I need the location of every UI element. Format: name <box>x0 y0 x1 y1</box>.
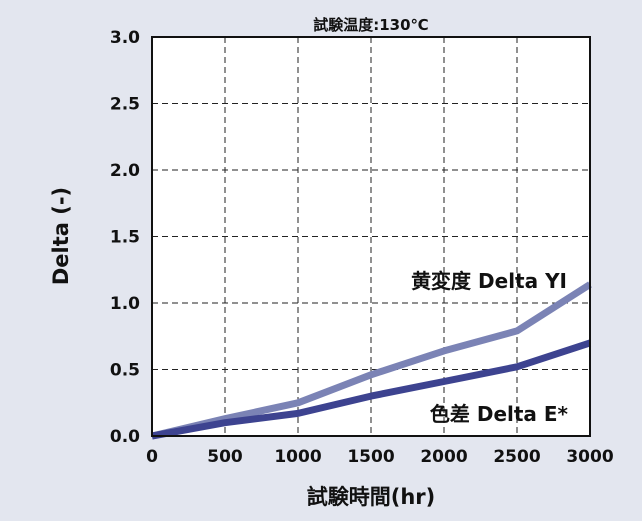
chart-title: 試験温度:130℃ <box>313 16 428 34</box>
y-tick-label: 1.5 <box>110 228 140 248</box>
series-lines <box>151 281 592 440</box>
x-axis-label: 試験時間(hr) <box>307 485 436 509</box>
x-tick-label: 0 <box>146 447 158 467</box>
y-tick-label: 1.0 <box>110 294 140 314</box>
x-tick-label: 2000 <box>420 447 467 467</box>
y-tick-label: 2.5 <box>110 95 140 115</box>
y-tick-label: 2.0 <box>110 161 140 181</box>
x-tick-label: 3000 <box>566 447 613 467</box>
series-label-delta-yi: 黄変度 Delta YI <box>411 269 567 293</box>
y-tick-label: 0.0 <box>110 427 140 447</box>
y-tick-label: 0.5 <box>110 361 140 381</box>
y-tick-label: 3.0 <box>110 28 140 48</box>
grid <box>152 37 590 436</box>
y-axis-label: Delta (-) <box>49 187 73 285</box>
x-tick-label: 1000 <box>274 447 321 467</box>
x-tick-label: 500 <box>207 447 243 467</box>
series-line-0 <box>151 281 592 440</box>
plot-frame <box>151 36 591 437</box>
series-label-delta-e: 色差 Delta E* <box>430 402 569 426</box>
y-tick-labels: 0.0 0.5 1.0 1.5 2.0 2.5 3.0 <box>110 28 140 447</box>
x-tick-label: 2500 <box>493 447 540 467</box>
x-tick-labels: 0 500 1000 1500 2000 2500 3000 <box>146 447 614 467</box>
x-tick-label: 1500 <box>347 447 394 467</box>
series-line-1 <box>151 339 592 440</box>
